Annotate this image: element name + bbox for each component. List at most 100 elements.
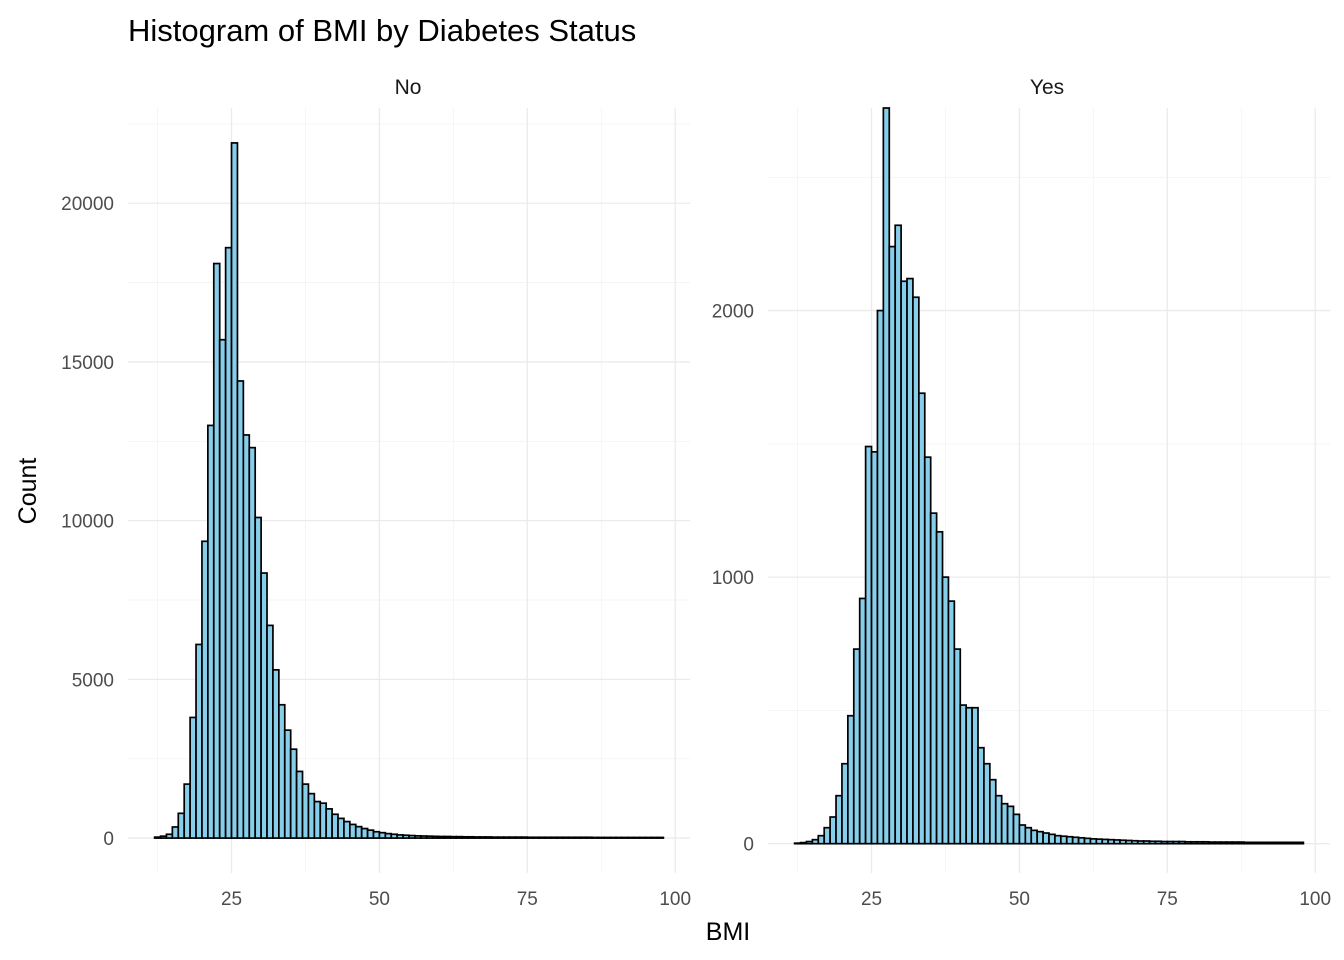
no-y-tick-label: 15000 bbox=[61, 353, 114, 374]
yes-histogram-bar bbox=[1136, 840, 1145, 845]
yes-histogram-bar bbox=[864, 445, 873, 845]
panel-no-strip-label: No bbox=[395, 76, 422, 99]
no-histogram-bar bbox=[419, 835, 428, 839]
no-histogram-bar bbox=[390, 833, 399, 839]
no-histogram-bar bbox=[573, 836, 582, 839]
yes-histogram-bar bbox=[841, 762, 849, 845]
no-histogram-bar bbox=[236, 380, 245, 839]
yes-histogram-bar bbox=[1255, 841, 1263, 845]
no-histogram-bar bbox=[485, 836, 493, 839]
no-histogram-bar bbox=[650, 836, 659, 839]
no-histogram-bar bbox=[561, 836, 570, 839]
no-histogram-bar bbox=[585, 836, 594, 839]
yes-histogram-bar bbox=[929, 512, 938, 845]
yes-histogram-bar bbox=[1237, 841, 1246, 845]
no-histogram-bar bbox=[301, 783, 310, 839]
no-histogram-bar bbox=[278, 703, 286, 839]
no-histogram-bar bbox=[195, 643, 203, 839]
yes-histogram-bar bbox=[876, 309, 885, 845]
no-x-tick-label: 100 bbox=[659, 889, 691, 910]
no-histogram-bar bbox=[502, 836, 511, 839]
yes-histogram-bar bbox=[793, 842, 802, 845]
no-histogram-bar bbox=[348, 823, 357, 839]
no-histogram-bar bbox=[343, 820, 351, 839]
yes-histogram-bar bbox=[1296, 841, 1305, 845]
no-histogram-bar bbox=[201, 540, 209, 839]
no-histogram-bar bbox=[242, 434, 251, 839]
no-histogram-bar bbox=[508, 836, 517, 839]
yes-histogram-bar bbox=[1012, 813, 1021, 845]
no-histogram-bar bbox=[550, 836, 558, 839]
yes-histogram-bar bbox=[882, 107, 891, 845]
no-histogram-bar bbox=[461, 835, 470, 839]
no-histogram-bar bbox=[556, 836, 564, 839]
x-axis-title: BMI bbox=[706, 918, 750, 946]
no-histogram-bar bbox=[490, 836, 499, 839]
yes-histogram-bar bbox=[1284, 841, 1293, 845]
yes-histogram-bar bbox=[1000, 802, 1009, 845]
no-histogram-bar bbox=[644, 836, 653, 839]
yes-histogram-bar bbox=[900, 280, 908, 845]
yes-histogram-bar bbox=[1267, 841, 1275, 845]
yes-histogram-bar bbox=[918, 392, 926, 845]
no-histogram-bar bbox=[443, 835, 452, 839]
no-histogram-bar bbox=[532, 836, 540, 839]
yes-histogram-bar bbox=[1243, 841, 1251, 845]
yes-histogram-bar bbox=[1107, 838, 1115, 845]
panel-yes-gridlines bbox=[768, 108, 1330, 873]
yes-histogram-bar bbox=[988, 778, 997, 845]
yes-histogram-bar bbox=[823, 826, 831, 845]
no-histogram-bar bbox=[656, 836, 665, 839]
yes-histogram-bar bbox=[1261, 841, 1269, 845]
yes-histogram-bar bbox=[1077, 836, 1086, 845]
panel-yes-strip-label: Yes bbox=[1030, 76, 1064, 99]
yes-histogram-bar bbox=[852, 648, 861, 845]
no-histogram-bar bbox=[591, 836, 600, 839]
yes-histogram-bar bbox=[1184, 840, 1192, 845]
no-histogram-bar bbox=[384, 832, 393, 839]
yes-histogram-bar bbox=[977, 746, 985, 845]
no-y-tick-label: 5000 bbox=[72, 670, 114, 691]
no-histogram-bar bbox=[538, 836, 546, 839]
no-histogram-bar bbox=[224, 246, 233, 839]
yes-histogram-bar bbox=[965, 706, 973, 845]
no-histogram-bar bbox=[183, 783, 191, 839]
no-histogram-bar bbox=[372, 830, 381, 839]
no-histogram-bar bbox=[479, 836, 487, 839]
no-histogram-bar bbox=[437, 835, 446, 839]
no-histogram-bar bbox=[319, 802, 328, 839]
no-histogram-bar bbox=[496, 836, 505, 839]
yes-histogram-bar bbox=[1213, 841, 1222, 845]
no-histogram-bar bbox=[295, 770, 304, 839]
yes-histogram-bar bbox=[1048, 833, 1056, 845]
yes-histogram-bar bbox=[947, 600, 956, 845]
no-histogram-bar bbox=[331, 813, 339, 839]
no-histogram-bar bbox=[467, 835, 475, 839]
yes-histogram-bar bbox=[1219, 841, 1228, 845]
yes-histogram-bar bbox=[1042, 832, 1050, 845]
no-histogram-bar bbox=[603, 836, 611, 839]
no-x-tick-label: 75 bbox=[517, 889, 538, 910]
panel-yes: Yes 0 1000 2000 25 50 75 100 bbox=[712, 76, 1331, 910]
no-histogram-bar bbox=[431, 835, 440, 839]
no-histogram-bar bbox=[248, 446, 257, 839]
yes-histogram-bar bbox=[805, 840, 814, 845]
yes-histogram-bar bbox=[1006, 805, 1015, 845]
yes-histogram-bar bbox=[1113, 839, 1121, 845]
yes-histogram-bar bbox=[1272, 841, 1281, 845]
yes-histogram-bar bbox=[1166, 840, 1175, 845]
no-histogram-bar bbox=[207, 424, 215, 839]
yes-histogram-bar bbox=[1190, 840, 1198, 845]
no-histogram-bar bbox=[473, 836, 481, 839]
no-histogram-bar bbox=[177, 812, 186, 839]
yes-histogram-bar bbox=[847, 714, 855, 845]
panel-no: No 0 5000 10000 15000 20000 25 50 75 100 bbox=[61, 76, 691, 910]
yes-histogram-bar bbox=[994, 794, 1003, 845]
yes-histogram-bar bbox=[1207, 841, 1216, 845]
no-histogram-bar bbox=[402, 834, 410, 839]
yes-x-tick-label: 25 bbox=[861, 889, 882, 910]
no-histogram-bar bbox=[638, 836, 647, 839]
no-histogram-bar bbox=[455, 835, 464, 839]
no-histogram-bar bbox=[408, 834, 416, 839]
yes-histogram-bar bbox=[935, 530, 944, 845]
